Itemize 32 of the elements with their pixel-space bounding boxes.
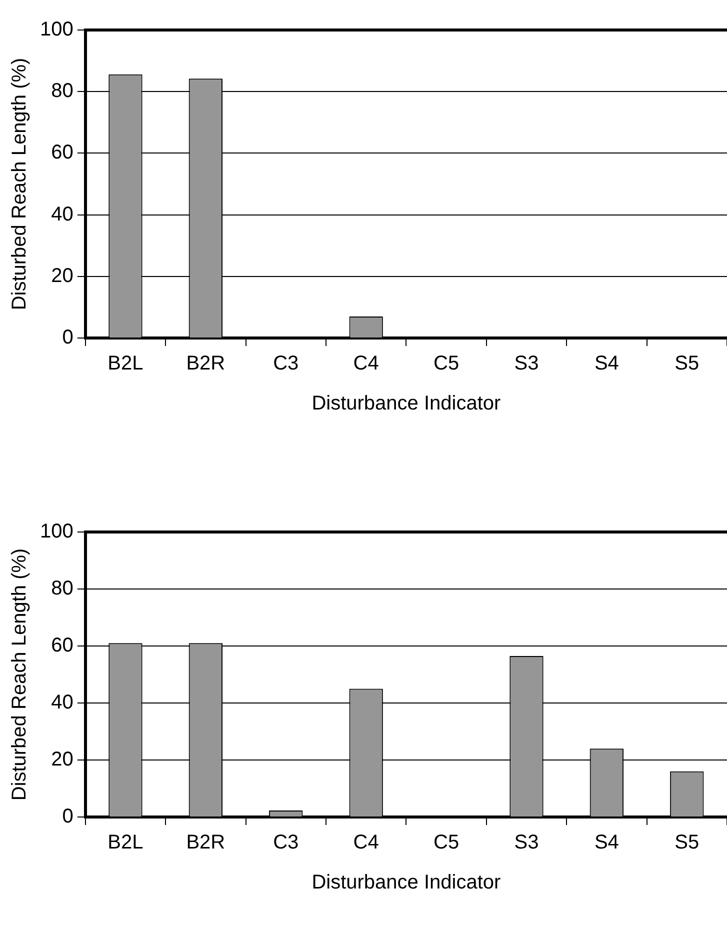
x-tick-label: S4 [594, 352, 619, 375]
x-axis-title: Disturbance Indicator [312, 872, 502, 894]
x-tick-label: B2L [108, 832, 144, 854]
y-tick-label: 0 [62, 806, 74, 828]
x-tick-label: S3 [514, 832, 539, 854]
y-tick-label: 100 [40, 18, 74, 41]
x-tick-label: S4 [594, 832, 619, 854]
y-tick-label: 60 [51, 142, 74, 164]
y-axis-title: Disturbed Reach Length (%) [8, 548, 31, 801]
x-tick-label: C3 [273, 352, 299, 375]
x-tick-label: S3 [514, 352, 539, 375]
y-tick-label: 80 [51, 578, 74, 600]
x-tick-label: C4 [353, 832, 379, 854]
x-tick-label: C3 [273, 832, 299, 854]
y-tick-label: 40 [51, 203, 74, 226]
y-tick-label: 80 [51, 80, 74, 102]
x-tick-label: C5 [433, 832, 460, 854]
y-tick-label: 20 [51, 264, 74, 287]
x-tick-label: S5 [674, 352, 700, 375]
x-tick-label: B2R [186, 832, 226, 854]
x-tick-label: C5 [433, 352, 460, 375]
x-tick-label: C4 [353, 352, 379, 375]
y-tick-label: 100 [40, 520, 74, 543]
y-tick-label: 60 [51, 634, 74, 657]
x-tick-label: B2L [108, 352, 144, 375]
x-axis-title: Disturbance Indicator [312, 392, 502, 415]
y-axis-title: Disturbed Reach Length (%) [8, 58, 31, 310]
x-tick-label: B2R [186, 352, 226, 375]
y-tick-label: 20 [51, 748, 74, 771]
y-tick-label: 40 [51, 692, 74, 714]
y-tick-label: 0 [62, 326, 74, 349]
x-tick-label: S5 [674, 832, 700, 854]
